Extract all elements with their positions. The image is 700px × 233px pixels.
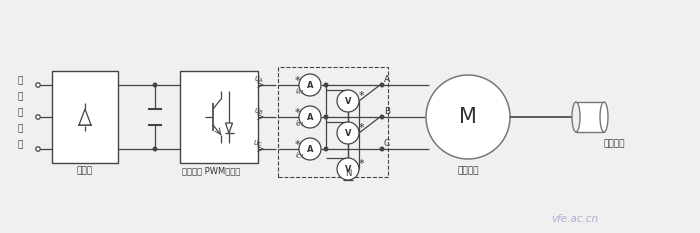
Text: A: A — [384, 75, 390, 83]
Text: $i_{B1}$: $i_{B1}$ — [295, 119, 305, 129]
Circle shape — [337, 90, 359, 112]
Text: *: * — [294, 76, 300, 86]
Text: 系: 系 — [18, 76, 22, 86]
Circle shape — [379, 147, 384, 151]
Text: 直流环节 PWM逆变器: 直流环节 PWM逆变器 — [182, 167, 240, 175]
Text: A: A — [307, 144, 314, 154]
Text: $i_{A1}$: $i_{A1}$ — [295, 87, 305, 97]
Text: vfe.ac.cn: vfe.ac.cn — [552, 214, 598, 224]
Text: M: M — [459, 107, 477, 127]
Circle shape — [299, 106, 321, 128]
Circle shape — [379, 114, 384, 120]
Text: 侧: 侧 — [18, 140, 22, 150]
Circle shape — [323, 82, 328, 88]
Text: *: * — [294, 108, 300, 118]
Bar — [278, 67, 388, 177]
Text: V: V — [344, 96, 351, 106]
Circle shape — [153, 147, 158, 151]
Text: 电: 电 — [18, 124, 22, 134]
Text: $i_{C1}$: $i_{C1}$ — [295, 151, 305, 161]
Text: *: * — [358, 123, 364, 133]
Text: 供: 供 — [18, 109, 22, 117]
Text: V: V — [344, 164, 351, 174]
Circle shape — [36, 83, 40, 87]
Circle shape — [299, 74, 321, 96]
Ellipse shape — [600, 102, 608, 132]
Text: 感应电机: 感应电机 — [457, 167, 479, 175]
Text: *: * — [358, 91, 364, 101]
Circle shape — [337, 158, 359, 180]
Polygon shape — [225, 123, 232, 133]
Text: 机械负荷: 机械负荷 — [603, 140, 624, 148]
Bar — [52, 71, 118, 163]
Text: 整流器: 整流器 — [77, 167, 93, 175]
Text: V: V — [344, 129, 351, 137]
Text: A: A — [307, 113, 314, 121]
Circle shape — [426, 75, 510, 159]
Circle shape — [379, 82, 384, 88]
Ellipse shape — [572, 102, 580, 132]
Text: *: * — [358, 159, 364, 169]
Text: C: C — [384, 138, 390, 147]
Text: *: * — [294, 140, 300, 150]
Circle shape — [323, 114, 328, 120]
Bar — [576, 102, 604, 132]
Text: A: A — [307, 80, 314, 89]
Circle shape — [323, 147, 328, 151]
Circle shape — [299, 138, 321, 160]
Text: N: N — [345, 168, 351, 178]
Circle shape — [337, 122, 359, 144]
Text: $u_A$: $u_A$ — [254, 75, 264, 85]
Bar — [180, 71, 258, 163]
Text: $u_C$: $u_C$ — [253, 139, 264, 149]
Circle shape — [36, 147, 40, 151]
Circle shape — [36, 115, 40, 119]
Text: $u_B$: $u_B$ — [254, 107, 264, 117]
Circle shape — [153, 82, 158, 88]
Text: B: B — [384, 106, 390, 116]
Text: 统: 统 — [18, 93, 22, 102]
Polygon shape — [79, 109, 91, 125]
